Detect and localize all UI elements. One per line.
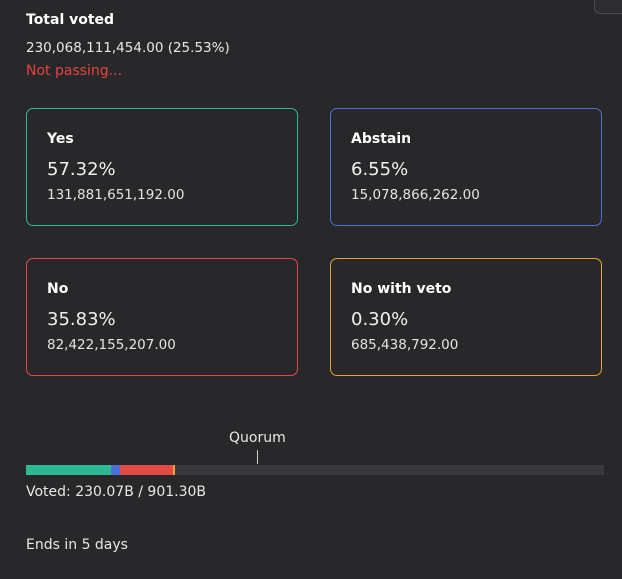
vote-card-amount: 82,422,155,207.00 xyxy=(47,337,176,353)
vote-card-label: No with veto xyxy=(351,281,452,297)
vote-card-no-with-veto: No with veto 0.30% 685,438,792.00 xyxy=(330,258,602,376)
progress-segment-yes xyxy=(26,465,111,475)
passing-status: Not passing... xyxy=(26,63,123,79)
total-voted-title: Total voted xyxy=(26,12,115,28)
vote-card-amount: 131,881,651,192.00 xyxy=(47,187,185,203)
ends-in-text: Ends in 5 days xyxy=(26,537,128,553)
corner-panel-edge xyxy=(594,0,622,14)
vote-card-amount: 685,438,792.00 xyxy=(351,337,459,353)
quorum-label: Quorum xyxy=(229,430,286,446)
quorum-marker xyxy=(257,450,258,464)
vote-card-no: No 35.83% 82,422,155,207.00 xyxy=(26,258,298,376)
vote-card-label: Yes xyxy=(47,131,74,147)
voted-summary: Voted: 230.07B / 901.30B xyxy=(26,484,207,500)
vote-card-label: Abstain xyxy=(351,131,412,147)
turnout-progress-bar xyxy=(26,465,604,475)
vote-card-percent: 6.55% xyxy=(351,159,409,180)
vote-card-label: No xyxy=(47,281,69,297)
vote-card-amount: 15,078,866,262.00 xyxy=(351,187,480,203)
progress-segment-no-with-veto xyxy=(173,465,176,475)
total-voted-value: 230,068,111,454.00 (25.53%) xyxy=(26,40,230,56)
vote-card-percent: 57.32% xyxy=(47,159,116,180)
vote-card-percent: 35.83% xyxy=(47,309,116,330)
vote-card-percent: 0.30% xyxy=(351,309,409,330)
progress-segment-abstain xyxy=(110,465,121,475)
vote-card-yes: Yes 57.32% 131,881,651,192.00 xyxy=(26,108,298,226)
progress-segment-no xyxy=(120,465,174,475)
vote-card-abstain: Abstain 6.55% 15,078,866,262.00 xyxy=(330,108,602,226)
